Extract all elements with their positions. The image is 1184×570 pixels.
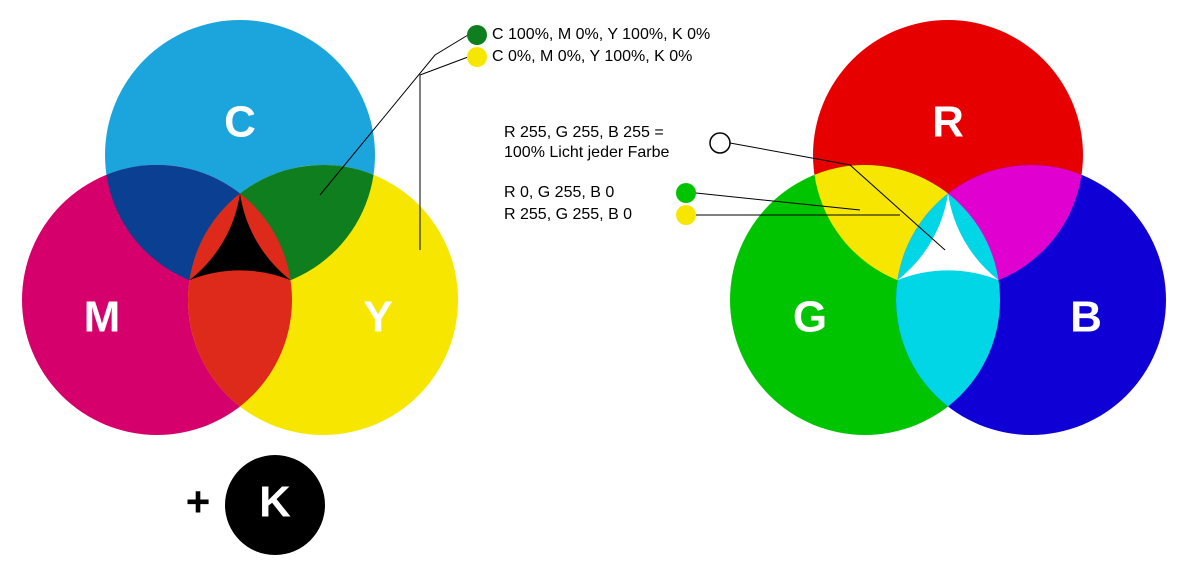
rgb-venn: R G B	[730, 20, 1166, 435]
k-label: K	[259, 478, 291, 527]
k-plus: +	[186, 478, 211, 525]
cmyk-anno-swatch-0	[467, 25, 487, 45]
cmyk-venn: C M Y	[22, 20, 458, 435]
cmyk-venn-label-y: Y	[363, 293, 392, 342]
cmyk-anno-text-0: C 100%, M 0%, Y 100%, K 0%	[492, 26, 710, 43]
rgb-anno-text-0-0: R 255, G 255, B 255 =	[504, 124, 664, 141]
rgb-anno-text-1: R 0, G 255, B 0	[504, 184, 614, 201]
rgb-anno-text-2: R 255, G 255, B 0	[504, 206, 632, 223]
cmyk-venn-label-c: C	[224, 98, 256, 147]
cmyk-anno-swatch-1	[467, 47, 487, 67]
rgb-anno-swatch-1	[676, 183, 696, 203]
rgb-venn-label-g: G	[793, 293, 827, 342]
rgb-anno-swatch-0	[710, 133, 730, 153]
rgb-anno-text-0-1: 100% Licht jeder Farbe	[504, 144, 670, 161]
rgb-anno-swatch-2	[676, 205, 696, 225]
cmyk-anno-text-1: C 0%, M 0%, Y 100%, K 0%	[492, 48, 692, 65]
rgb-venn-label-r: R	[932, 98, 964, 147]
rgb-venn-label-b: B	[1070, 293, 1102, 342]
cmyk-venn-label-m: M	[84, 293, 121, 342]
color-model-diagram: CMYRGBK+C 100%, M 0%, Y 100%, K 0%C 0%, …	[0, 0, 1184, 570]
cmyk-k: K+	[186, 455, 325, 555]
